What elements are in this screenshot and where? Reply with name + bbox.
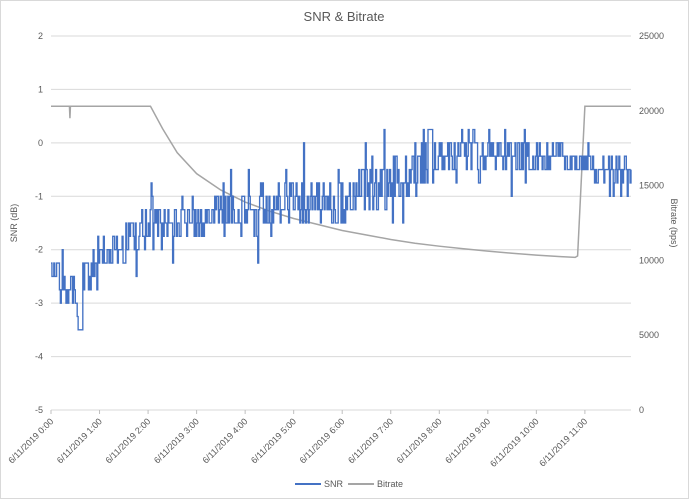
chart-title: SNR & Bitrate — [304, 9, 385, 24]
x-tick-label: 6/11/2019 9:00 — [443, 416, 492, 465]
bitrate-series-layer — [51, 105, 631, 259]
x-tick-label: 6/11/2019 6:00 — [298, 416, 347, 465]
snr-series-layer — [51, 128, 632, 331]
x-tick-label: 6/11/2019 0:00 — [6, 416, 55, 465]
x-tick-label: 6/11/2019 4:00 — [200, 416, 249, 465]
y-tick-label: 0 — [38, 138, 43, 148]
bitrate-line — [51, 105, 631, 259]
y-tick-label: 2 — [38, 31, 43, 41]
legend-snr-label: SNR — [324, 479, 344, 489]
y-tick-label: -3 — [35, 298, 43, 308]
y2-tick-label: 25000 — [639, 31, 664, 41]
y2-tick-label: 5000 — [639, 330, 659, 340]
y-tick-label: -5 — [35, 405, 43, 415]
x-tick-label: 6/11/2019 5:00 — [249, 416, 298, 465]
x-tick-label: 6/11/2019 7:00 — [346, 416, 395, 465]
x-tick-label: 6/11/2019 8:00 — [395, 416, 444, 465]
y-tick-label: -4 — [35, 352, 43, 362]
y-axis-title: SNR (dB) — [9, 204, 19, 243]
y-tick-label: 1 — [38, 84, 43, 94]
legend-bitrate-label: Bitrate — [377, 479, 403, 489]
x-tick-label: 6/11/2019 10:00 — [488, 416, 541, 469]
y-tick-label: -1 — [35, 191, 43, 201]
grid-layer — [51, 35, 631, 411]
y2-tick-label: 15000 — [639, 181, 664, 191]
y-tick-label: -2 — [35, 245, 43, 255]
x-tick-label: 6/11/2019 2:00 — [103, 416, 152, 465]
x-tick-label: 6/11/2019 3:00 — [152, 416, 201, 465]
x-tick-label: 6/11/2019 11:00 — [537, 416, 589, 468]
x-tick-label: 6/11/2019 1:00 — [55, 416, 104, 465]
y2-tick-label: 10000 — [639, 255, 664, 265]
y2-axis-title: Bitrate (bps) — [669, 198, 679, 247]
snr-line — [51, 128, 632, 331]
y2-tick-label: 20000 — [639, 106, 664, 116]
y2-tick-label: 0 — [639, 405, 644, 415]
legend: SNR Bitrate — [295, 479, 403, 489]
